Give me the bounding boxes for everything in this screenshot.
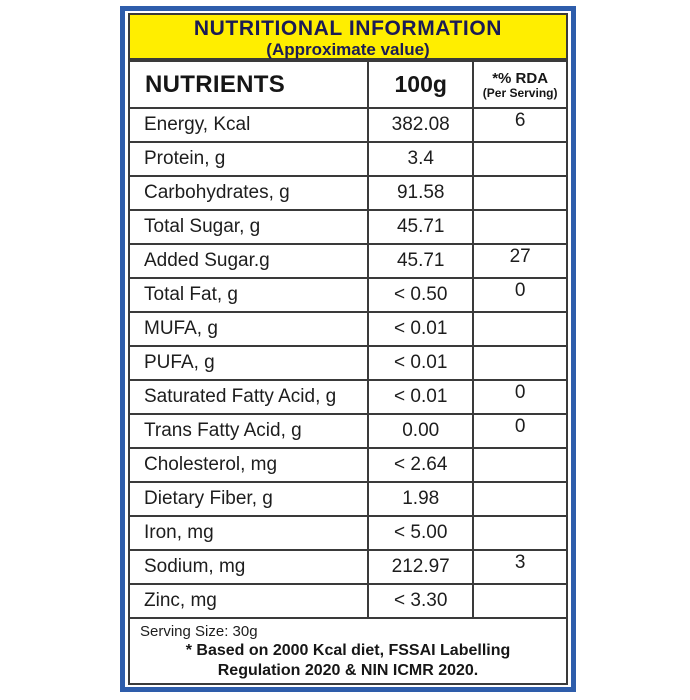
table-row: Sodium, mg 212.97 3 xyxy=(127,549,568,585)
table-row: Saturated Fatty Acid, g < 0.01 0 xyxy=(127,379,568,415)
nutrient-rda xyxy=(472,311,568,347)
nutrient-amount: < 0.01 xyxy=(367,379,475,415)
footnote-line1: * Based on 2000 Kcal diet, FSSAI Labelli… xyxy=(185,642,511,659)
nutrient-rda xyxy=(472,447,568,483)
nutrient-name: Added Sugar.g xyxy=(127,243,370,279)
nutrient-rda xyxy=(472,175,568,211)
table-row: Protein, g 3.4 xyxy=(127,141,568,177)
nutrient-amount: < 0.50 xyxy=(367,277,475,313)
nutrient-rda: 0 xyxy=(472,277,568,313)
nutrient-rda: 6 xyxy=(472,107,568,143)
nutrient-name: Saturated Fatty Acid, g xyxy=(127,379,370,415)
table-footer: Serving Size: 30g * Based on 2000 Kcal d… xyxy=(128,616,568,686)
serving-size: Serving Size: 30g xyxy=(140,623,258,640)
nutrient-name: Dietary Fiber, g xyxy=(127,481,370,517)
nutrient-rda xyxy=(472,345,568,381)
nutrient-amount: 1.98 xyxy=(367,481,475,517)
table-footer-row: Serving Size: 30g * Based on 2000 Kcal d… xyxy=(128,616,568,686)
nutrient-name: Total Sugar, g xyxy=(127,209,370,245)
nutrition-table: NUTRIENTS 100g *% RDA (Per Serving) Ener… xyxy=(127,60,568,686)
nutrient-amount: 91.58 xyxy=(367,175,475,211)
nutrient-name: Zinc, mg xyxy=(127,583,370,619)
table-row: Cholesterol, mg < 2.64 xyxy=(127,447,568,483)
table-row: Added Sugar.g 45.71 27 xyxy=(127,243,568,279)
nutrient-rda: 0 xyxy=(472,413,568,449)
table-row: Trans Fatty Acid, g 0.00 0 xyxy=(127,413,568,449)
nutrient-amount: 45.71 xyxy=(367,209,475,245)
col-header-nutrients: NUTRIENTS xyxy=(127,60,370,109)
table-row: Carbohydrates, g 91.58 xyxy=(127,175,568,211)
table-row: Total Sugar, g 45.71 xyxy=(127,209,568,245)
nutrient-name: Total Fat, g xyxy=(127,277,370,313)
table-row: Dietary Fiber, g 1.98 xyxy=(127,481,568,517)
label-subtitle: (Approximate value) xyxy=(266,39,430,59)
nutrient-rda xyxy=(472,583,568,619)
table-row: Zinc, mg < 3.30 xyxy=(127,583,568,619)
nutrient-amount: < 5.00 xyxy=(367,515,475,551)
nutrient-amount: 45.71 xyxy=(367,243,475,279)
footnote-line2: Regulation 2020 & NIN ICMR 2020. xyxy=(217,661,479,679)
nutrient-rda xyxy=(472,481,568,517)
col-header-rda-line1: *% RDA xyxy=(492,70,549,88)
table-body: Energy, Kcal 382.08 6 Protein, g 3.4 Car… xyxy=(127,107,568,619)
nutrition-label: NUTRITIONAL INFORMATION (Approximate val… xyxy=(120,6,576,692)
table-row: MUFA, g < 0.01 xyxy=(127,311,568,347)
table-header-row: NUTRIENTS 100g *% RDA (Per Serving) xyxy=(127,60,568,109)
nutrient-name: MUFA, g xyxy=(127,311,370,347)
nutrient-name: Energy, Kcal xyxy=(127,107,370,143)
nutrient-rda: 3 xyxy=(472,549,568,585)
nutrient-name: Iron, mg xyxy=(127,515,370,551)
nutrient-amount: < 0.01 xyxy=(367,311,475,347)
nutrient-amount: 212.97 xyxy=(367,549,475,585)
nutrient-name: Trans Fatty Acid, g xyxy=(127,413,370,449)
col-header-rda: *% RDA (Per Serving) xyxy=(472,60,568,109)
col-header-rda-line2: (Per Serving) xyxy=(482,85,558,100)
table-row: Iron, mg < 5.00 xyxy=(127,515,568,551)
col-header-amount: 100g xyxy=(367,60,475,109)
nutrient-name: Cholesterol, mg xyxy=(127,447,370,483)
table-row: PUFA, g < 0.01 xyxy=(127,345,568,381)
label-header: NUTRITIONAL INFORMATION (Approximate val… xyxy=(128,13,568,60)
nutrient-name: Protein, g xyxy=(127,141,370,177)
nutrient-amount: 3.4 xyxy=(367,141,475,177)
nutrient-name: Sodium, mg xyxy=(127,549,370,585)
nutrient-rda: 27 xyxy=(472,243,568,279)
table-row: Total Fat, g < 0.50 0 xyxy=(127,277,568,313)
nutrient-amount: < 0.01 xyxy=(367,345,475,381)
nutrient-amount: 382.08 xyxy=(367,107,475,143)
nutrient-rda xyxy=(472,209,568,245)
nutrient-rda xyxy=(472,515,568,551)
nutrient-amount: < 3.30 xyxy=(367,583,475,619)
nutrient-rda: 0 xyxy=(472,379,568,415)
nutrient-rda xyxy=(472,141,568,177)
table-row: Energy, Kcal 382.08 6 xyxy=(127,107,568,143)
nutrient-name: Carbohydrates, g xyxy=(127,175,370,211)
nutrient-amount: 0.00 xyxy=(367,413,475,449)
nutrient-name: PUFA, g xyxy=(127,345,370,381)
label-title: NUTRITIONAL INFORMATION xyxy=(193,17,503,40)
nutrient-amount: < 2.64 xyxy=(367,447,475,483)
